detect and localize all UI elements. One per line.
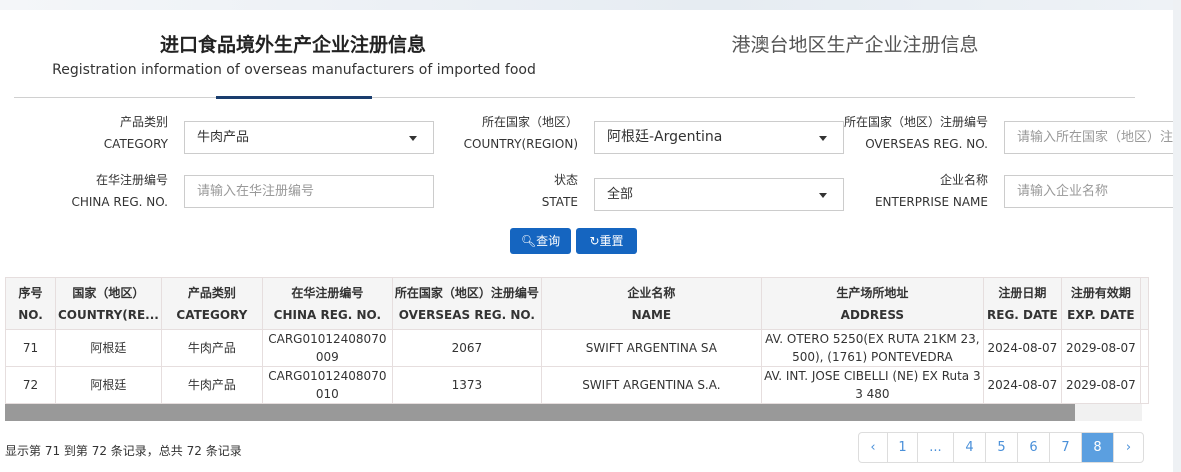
page-button[interactable]: 8 — [1082, 433, 1114, 462]
overseas-reg-input[interactable]: 请输入所在国家（地区）注册编号 — [1004, 121, 1181, 154]
table-cell: 阿根廷 — [55, 366, 162, 404]
search-icon: 🔍︎ — [520, 234, 537, 248]
page-ellipsis: ... — [918, 433, 954, 462]
column-header: 在华注册编号 CHINA REG. NO. — [261, 277, 393, 330]
pagination: ‹ 1... 4 5 6 7 8 › — [858, 432, 1144, 463]
page-button[interactable]: 7 — [1050, 433, 1082, 462]
state-select[interactable]: 全部 — [594, 178, 844, 211]
column-header: 序号 NO. — [5, 277, 56, 330]
column-header: 注册日期 REG. DATE — [982, 277, 1062, 330]
table-cell-extra — [1139, 329, 1149, 367]
china-reg-input[interactable]: 请输入在华注册编号 — [184, 175, 434, 208]
table-cell: 2024-08-07 — [982, 366, 1062, 404]
table-cell: 2029-08-07 — [1060, 329, 1141, 367]
enterprise-label: 企业名称 ENTERPRISE NAME — [874, 173, 988, 209]
enterprise-input[interactable]: 请输入企业名称 — [1004, 175, 1181, 208]
table-cell: 2067 — [391, 329, 542, 367]
column-header: 产品类别 CATEGORY — [160, 277, 263, 330]
active-tab-underline — [216, 96, 372, 99]
tab-overseas-title[interactable]: 进口食品境外生产企业注册信息 — [159, 34, 426, 56]
china-reg-label: 在华注册编号 CHINA REG. NO. — [71, 173, 168, 209]
table-row: 71 阿根廷 牛肉产品 CARG01012408070009 2067 SWIFT ARG… — [5, 329, 1149, 367]
table-cell: SWIFT ARGENTINA SA — [540, 329, 762, 367]
results-table: 序号 NO. 国家（地区） COUNTRY(RE... 产品类别 CATEGORY 在华注册… — [5, 277, 1149, 404]
column-header: 企业名称 NAME — [540, 277, 762, 330]
table-cell: SWIFT ARGENTINA S.A. — [540, 366, 762, 404]
tab-overseas-subtitle: Registration information of overseas man… — [52, 62, 536, 78]
overseas-reg-label: 所在国家（地区）注册编号 OVERSEAS REG. NO. — [843, 115, 988, 151]
reset-button[interactable]: ↻重置 — [576, 228, 637, 254]
page-edge — [1173, 0, 1181, 472]
state-label: 状态 STATE — [541, 173, 578, 209]
table-header-row: 序号 NO. 国家（地区） COUNTRY(RE... 产品类别 CATEGORY 在华注册… — [5, 277, 1149, 330]
tab-hk-macao-taiwan[interactable]: 港澳台地区生产企业注册信息 — [731, 34, 979, 56]
column-header: 国家（地区） COUNTRY(RE... — [55, 277, 162, 330]
prev-page-button[interactable]: ‹ — [859, 433, 888, 462]
search-button[interactable]: 🔍︎查询 — [510, 228, 571, 254]
table-cell: 72 — [5, 366, 56, 404]
country-label: 所在国家（地区） COUNTRY(REGION) — [463, 115, 578, 151]
page-button[interactable]: 5 — [986, 433, 1018, 462]
table-cell: AV. OTERO 5250(EX RUTA 21KM 23,500), (17… — [760, 329, 984, 367]
column-header-extra — [1139, 277, 1149, 330]
page-button[interactable]: 1 — [888, 433, 918, 462]
country-select[interactable]: 阿根廷-Argentina — [594, 121, 844, 154]
table-cell: 1373 — [391, 366, 542, 404]
table-row: 72 阿根廷 牛肉产品 CARG01012408070010 1373 SWIFT ARG… — [5, 366, 1149, 404]
table-cell-extra — [1139, 366, 1149, 404]
table-cell: 2029-08-07 — [1060, 366, 1141, 404]
horizontal-scrollbar-thumb[interactable] — [5, 404, 1075, 421]
table-cell: 2024-08-07 — [982, 329, 1062, 367]
table-cell: 牛肉产品 — [160, 329, 263, 367]
table-cell: CARG01012408070009 — [261, 329, 393, 367]
table-cell: AV. INT. JOSE CIBELLI (NE) EX Ruta 33 48… — [760, 366, 984, 404]
column-header: 所在国家（地区）注册编号 OVERSEAS REG. NO. — [391, 277, 542, 330]
caret-down-icon — [819, 193, 827, 198]
page-button[interactable]: 4 — [954, 433, 986, 462]
table-cell: CARG01012408070010 — [261, 366, 393, 404]
table-cell: 71 — [5, 329, 56, 367]
column-header: 生产场所地址 ADDRESS — [760, 277, 984, 330]
category-label: 产品类别 CATEGORY — [103, 115, 168, 151]
tab-divider — [14, 97, 1135, 98]
main-panel: 进口食品境外生产企业注册信息 Registration information … — [0, 10, 1181, 472]
page-button[interactable]: 6 — [1018, 433, 1050, 462]
caret-down-icon — [819, 136, 827, 141]
column-header: 注册有效期 EXP. DATE — [1060, 277, 1141, 330]
caret-down-icon — [409, 136, 417, 141]
table-cell: 牛肉产品 — [160, 366, 263, 404]
category-select[interactable]: 牛肉产品 — [184, 121, 434, 154]
records-info: 显示第 71 到第 72 条记录，总共 72 条记录 — [5, 444, 242, 458]
table-cell: 阿根廷 — [55, 329, 162, 367]
refresh-icon: ↻ — [589, 234, 600, 248]
next-page-button[interactable]: › — [1125, 440, 1132, 455]
